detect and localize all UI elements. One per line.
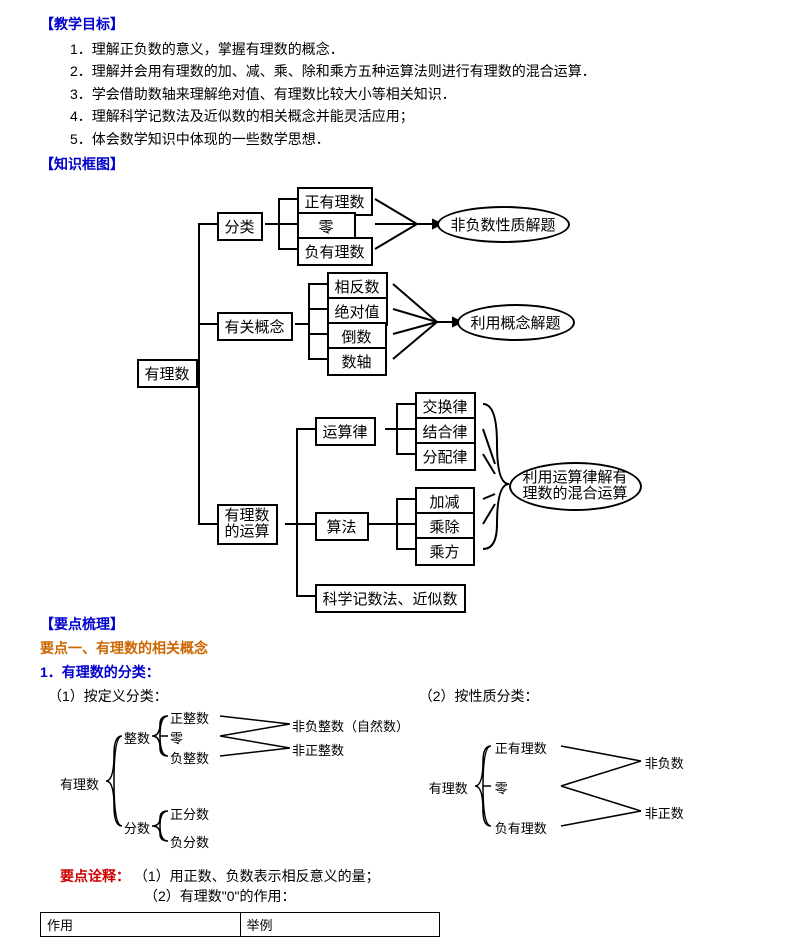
note-1: （1）用正数、负数表示相反意义的量； — [134, 868, 380, 884]
cls2-nonpos: 非正数 — [645, 803, 684, 822]
note-head: 要点诠释： — [60, 868, 130, 884]
node-concept-solve: 利用概念解题 — [457, 304, 575, 341]
cls1-posfrac: 正分数 — [170, 804, 209, 823]
node-category: 分类 — [217, 212, 263, 241]
cls1-nonpos: 非正整数 — [292, 740, 344, 759]
node-power: 乘方 — [415, 537, 475, 566]
goal-item: 3．学会借助数轴来理解绝对值、有理数比较大小等相关知识． — [70, 83, 753, 105]
th-role: 作用 — [41, 912, 241, 936]
cls1-frac: 分数 — [124, 818, 150, 837]
node-laws: 运算律 — [315, 417, 376, 446]
classify-by-prop-tree: 有理数 正有理数 零 负有理数 非负数 非正数 — [411, 726, 753, 876]
classify-by-def-tree: 有理数 整数 正整数 零 负整数 分数 正分数 负分数 非负整数（自然数） 非正… — [40, 706, 411, 856]
point1-title: 要点一、有理数的相关概念 — [40, 638, 753, 658]
note-2: （2）有理数"0"的作用： — [144, 888, 296, 904]
cls2-nonneg: 非负数 — [645, 753, 684, 772]
goal-item: 2．理解并会用有理数的加、减、乘、除和乘方五种运算法则进行有理数的混合运算． — [70, 60, 753, 82]
th-example: 举例 — [240, 912, 440, 936]
cls2-zero: 零 — [495, 778, 508, 797]
node-ops-solve: 利用运算律解有理数的混合运算 — [509, 462, 642, 511]
goal-item: 4．理解科学记数法及近似数的相关概念并能灵活应用； — [70, 105, 753, 127]
cls1-root: 有理数 — [60, 774, 99, 793]
node-numline: 数轴 — [327, 347, 387, 376]
node-root: 有理数 — [137, 359, 198, 388]
node-sci-approx: 科学记数法、近似数 — [315, 584, 466, 613]
zero-role-table: 作用 举例 — [40, 912, 440, 937]
heading-goals: 【教学目标】 — [40, 14, 753, 34]
node-distrib: 分配律 — [415, 442, 476, 471]
point1-1-title: 1．有理数的分类： — [40, 662, 753, 682]
cls2-root: 有理数 — [429, 778, 468, 797]
classify-by-def-label: （1）按定义分类： — [48, 686, 411, 706]
goals-list: 1．理解正负数的意义，掌握有理数的概念． 2．理解并会用有理数的加、减、乘、除和… — [70, 38, 753, 150]
goal-item: 1．理解正负数的意义，掌握有理数的概念． — [70, 38, 753, 60]
cls2-neg: 负有理数 — [495, 818, 547, 837]
cls1-int: 整数 — [124, 728, 150, 747]
node-method: 算法 — [315, 512, 369, 541]
cls1-zero: 零 — [170, 728, 183, 747]
node-nonneg-solve: 非负数性质解题 — [437, 206, 570, 243]
classify-by-prop-label: （2）按性质分类： — [419, 686, 753, 706]
cls2-pos: 正有理数 — [495, 738, 547, 757]
node-ops: 有理数的运算 — [217, 504, 278, 545]
cls1-negint: 负整数 — [170, 748, 209, 767]
node-concepts: 有关概念 — [217, 312, 293, 341]
cls1-posint: 正整数 — [170, 708, 209, 727]
node-neg-rational: 负有理数 — [297, 237, 373, 266]
cls1-negfrac: 负分数 — [170, 832, 209, 851]
goal-item: 5．体会数学知识中体现的一些数学思想． — [70, 128, 753, 150]
diagram-connectors — [137, 184, 657, 604]
knowledge-diagram: 有理数 分类 正有理数 零 负有理数 非负数性质解题 有关概念 相反数 绝对值 … — [137, 184, 657, 604]
heading-frame: 【知识框图】 — [40, 154, 753, 174]
cls1-nonneg: 非负整数（自然数） — [292, 716, 409, 735]
heading-comb: 【要点梳理】 — [40, 614, 753, 634]
